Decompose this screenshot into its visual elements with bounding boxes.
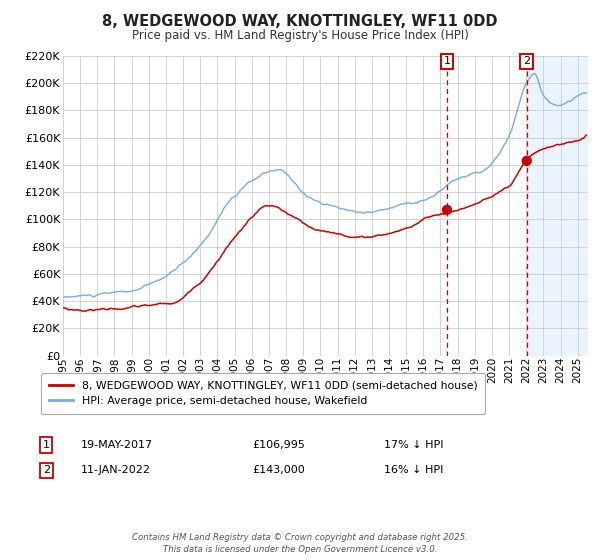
Text: 8, WEDGEWOOD WAY, KNOTTINGLEY, WF11 0DD: 8, WEDGEWOOD WAY, KNOTTINGLEY, WF11 0DD <box>102 14 498 29</box>
Text: Price paid vs. HM Land Registry's House Price Index (HPI): Price paid vs. HM Land Registry's House … <box>131 29 469 42</box>
Text: £106,995: £106,995 <box>252 440 305 450</box>
Legend: 8, WEDGEWOOD WAY, KNOTTINGLEY, WF11 0DD (semi-detached house), HPI: Average pric: 8, WEDGEWOOD WAY, KNOTTINGLEY, WF11 0DD … <box>41 373 485 414</box>
Text: £143,000: £143,000 <box>252 465 305 475</box>
Text: 1: 1 <box>43 440 50 450</box>
Text: 2: 2 <box>523 57 530 67</box>
Text: 17% ↓ HPI: 17% ↓ HPI <box>384 440 443 450</box>
Text: 2: 2 <box>43 465 50 475</box>
Text: 11-JAN-2022: 11-JAN-2022 <box>81 465 151 475</box>
Text: 16% ↓ HPI: 16% ↓ HPI <box>384 465 443 475</box>
Point <box>522 156 532 165</box>
Text: 19-MAY-2017: 19-MAY-2017 <box>81 440 153 450</box>
Point <box>442 206 452 214</box>
Text: Contains HM Land Registry data © Crown copyright and database right 2025.
This d: Contains HM Land Registry data © Crown c… <box>132 533 468 554</box>
Bar <box>527 56 588 356</box>
Text: 1: 1 <box>443 57 451 67</box>
